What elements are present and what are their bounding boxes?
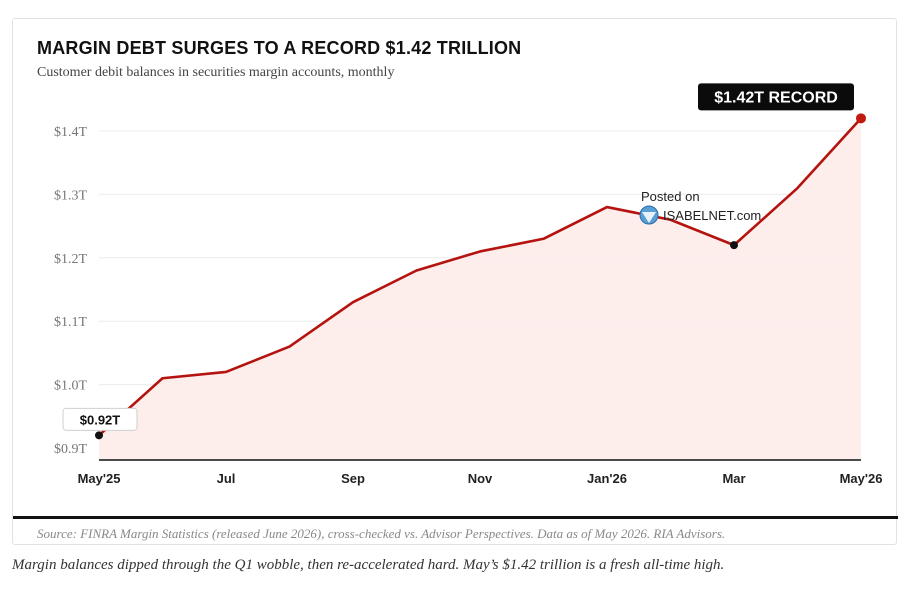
y-tick-label: $1.3T bbox=[54, 188, 88, 203]
watermark-line1: Posted on bbox=[641, 189, 700, 204]
data-point bbox=[730, 241, 738, 250]
y-axis-ticks: $0.9T $1.0T $1.1T $1.2T $1.3T $1.4T bbox=[54, 125, 88, 457]
chart-subtitle: Customer debit balances in securities ma… bbox=[37, 65, 395, 80]
chart-title: MARGIN DEBT SURGES TO A RECORD $1.42 TRI… bbox=[37, 38, 522, 58]
data-point bbox=[95, 431, 103, 440]
svg-text:$0.92T: $0.92T bbox=[80, 412, 121, 427]
x-tick-label: Jul bbox=[217, 471, 236, 486]
x-tick-label: Sep bbox=[341, 471, 365, 486]
start-value-label: $0.92T bbox=[62, 407, 138, 431]
line-chart: $0.9T $1.0T $1.1T $1.2T $1.3T $1.4T May'25 Jul… bbox=[54, 83, 883, 486]
area-fill bbox=[99, 118, 861, 460]
isabelnet-logo-icon bbox=[639, 205, 659, 225]
data-point bbox=[856, 113, 866, 124]
x-axis-ticks: May'25 Jul Sep Nov Jan'26 Mar May'26 bbox=[78, 471, 883, 486]
data-points bbox=[95, 113, 866, 440]
y-tick-label: $1.4T bbox=[54, 125, 88, 140]
y-tick-label: $0.9T bbox=[54, 442, 88, 457]
watermark: Posted on ISABELNET.com bbox=[639, 189, 761, 225]
y-tick-label: $1.2T bbox=[54, 252, 88, 267]
footer-rule bbox=[13, 516, 898, 519]
record-value-label: $1.42T RECORD bbox=[698, 83, 854, 111]
y-tick-label: $1.1T bbox=[54, 315, 88, 330]
svg-text:$1.42T RECORD: $1.42T RECORD bbox=[714, 89, 838, 106]
x-tick-label: Nov bbox=[468, 471, 493, 486]
caption-text: Margin balances dipped through the Q1 wo… bbox=[12, 557, 725, 573]
source-note: Source: FINRA Margin Statistics (release… bbox=[37, 526, 726, 541]
x-tick-label: Jan'26 bbox=[587, 471, 627, 486]
x-tick-label: May'26 bbox=[840, 471, 883, 486]
watermark-line2: ISABELNET.com bbox=[663, 208, 761, 223]
x-tick-label: Mar bbox=[722, 471, 745, 486]
x-tick-label: May'25 bbox=[78, 471, 121, 486]
chart-card: MARGIN DEBT SURGES TO A RECORD $1.42 TRI… bbox=[12, 18, 898, 545]
y-tick-label: $1.0T bbox=[54, 379, 88, 394]
annotations: $0.92T $1.42T RECORD bbox=[62, 83, 854, 431]
